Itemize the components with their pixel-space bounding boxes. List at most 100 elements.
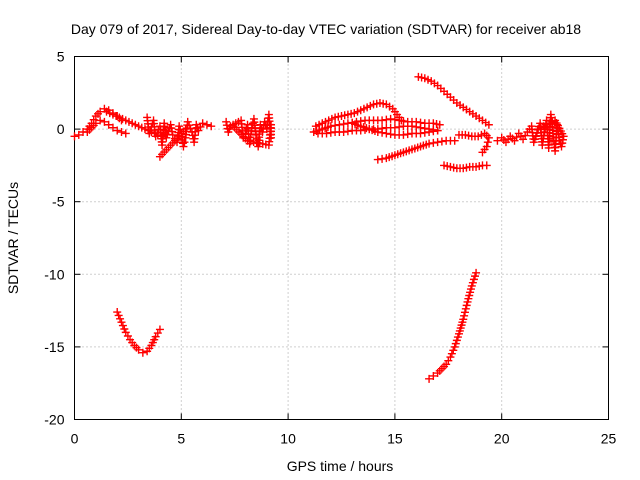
y-tick-label: 5 [57,49,65,65]
data-point [558,135,567,144]
data-point [179,142,188,151]
data-point [429,127,438,136]
data-point [96,116,105,125]
data-point [373,155,382,164]
data-point [433,126,442,135]
series-block-3-4 [143,113,216,161]
data-point [339,128,348,137]
x-tick-label: 0 [71,431,79,447]
data-point [425,374,434,383]
series-early-lower [83,116,130,138]
data-point [390,115,399,124]
data-point [183,117,192,126]
data-point [399,130,408,139]
data-point [198,119,207,128]
series-descent-upper-right [414,72,493,129]
data-point [91,119,100,128]
data-point [449,346,458,355]
data-point [118,321,127,330]
data-point [416,129,425,138]
data-point [378,154,387,163]
data-point [180,138,189,147]
data-point [175,122,184,131]
series-flat-right [454,129,493,157]
data-point [167,124,176,133]
y-tick-label: -10 [44,266,64,282]
data-points [70,72,568,383]
data-point [373,128,382,137]
data-point [460,308,469,317]
data-point [425,139,434,148]
series-cluster-20-23 [493,110,568,155]
series-early-rise [70,104,126,141]
grid-lines [74,56,609,420]
series-cluster-7-9 [222,110,276,151]
data-point [459,315,468,324]
data-point [113,126,122,135]
data-point [207,122,216,131]
data-point [446,353,455,362]
data-point [450,136,459,145]
data-point [483,138,492,147]
plot-frame [74,56,609,420]
data-point [222,117,231,126]
data-point [151,132,160,141]
data-point [242,125,251,134]
data-point [472,268,481,277]
x-tick-labels: 0 5 10 15 20 25 [71,431,617,447]
data-point [484,133,493,142]
data-point [460,311,469,320]
x-tick-label: 10 [280,431,296,447]
data-point [322,129,331,138]
data-point [558,139,567,148]
data-point [116,314,125,323]
data-point [382,129,391,138]
data-point [113,308,122,317]
data-point [484,120,493,129]
y-tick-label: -20 [44,412,64,428]
data-point [230,123,239,132]
data-point [117,128,126,137]
data-point [70,132,79,141]
data-point [429,138,438,147]
data-point [168,127,177,136]
data-point [382,115,391,124]
data-point [108,123,117,132]
x-tick-label: 20 [494,431,510,447]
data-point [74,130,83,139]
data-point [121,129,130,138]
data-point [335,120,344,129]
data-point [104,120,113,129]
series-dip-early [113,308,164,357]
data-point [433,138,442,147]
data-point [166,120,175,129]
data-point [155,325,164,334]
chart-title: Day 079 of 2017, Sidereal Day-to-day VTE… [71,21,581,37]
x-axis-label: GPS time / hours [287,458,394,474]
data-point [378,128,387,137]
data-point [437,137,446,146]
data-point [390,123,399,132]
data-point [429,371,438,380]
data-point [447,349,456,358]
data-point [478,148,487,157]
data-point [120,324,129,333]
data-point [202,120,211,129]
data-point [386,130,395,139]
data-point [258,128,267,137]
data-point [185,121,194,130]
data-point [378,116,387,125]
data-point [462,301,471,310]
data-point [482,161,491,170]
data-point [395,122,404,131]
y-tick-label: -5 [52,194,65,210]
data-point [420,128,429,137]
data-point [435,120,444,129]
data-point [386,114,395,123]
series-low-flat [440,161,491,173]
axis-ticks [74,56,609,420]
data-point [425,128,434,137]
data-point [493,136,502,145]
x-tick-label: 5 [177,431,185,447]
